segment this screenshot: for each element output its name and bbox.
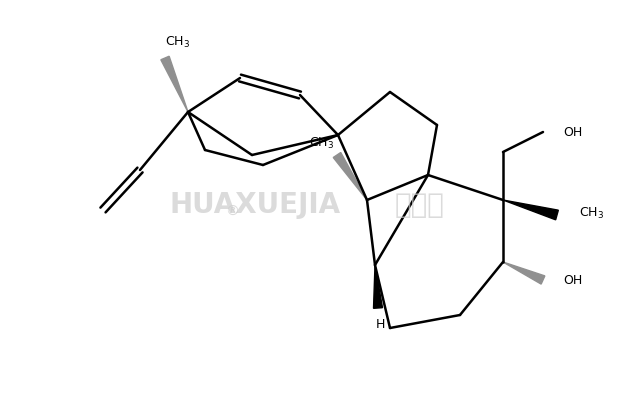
Text: ®: ® [225,205,239,219]
Text: 化学加: 化学加 [395,191,445,219]
Text: OH: OH [563,274,582,286]
Text: CH$_3$: CH$_3$ [165,34,191,50]
Polygon shape [333,152,367,200]
Polygon shape [161,56,188,112]
Polygon shape [503,262,545,284]
Text: HUAXUEJIA: HUAXUEJIA [170,191,341,219]
Text: OH: OH [563,126,582,139]
Polygon shape [373,265,383,308]
Polygon shape [503,200,558,220]
Text: CH$_3$: CH$_3$ [309,135,334,150]
Text: H: H [375,318,385,331]
Text: CH$_3$: CH$_3$ [579,206,604,221]
